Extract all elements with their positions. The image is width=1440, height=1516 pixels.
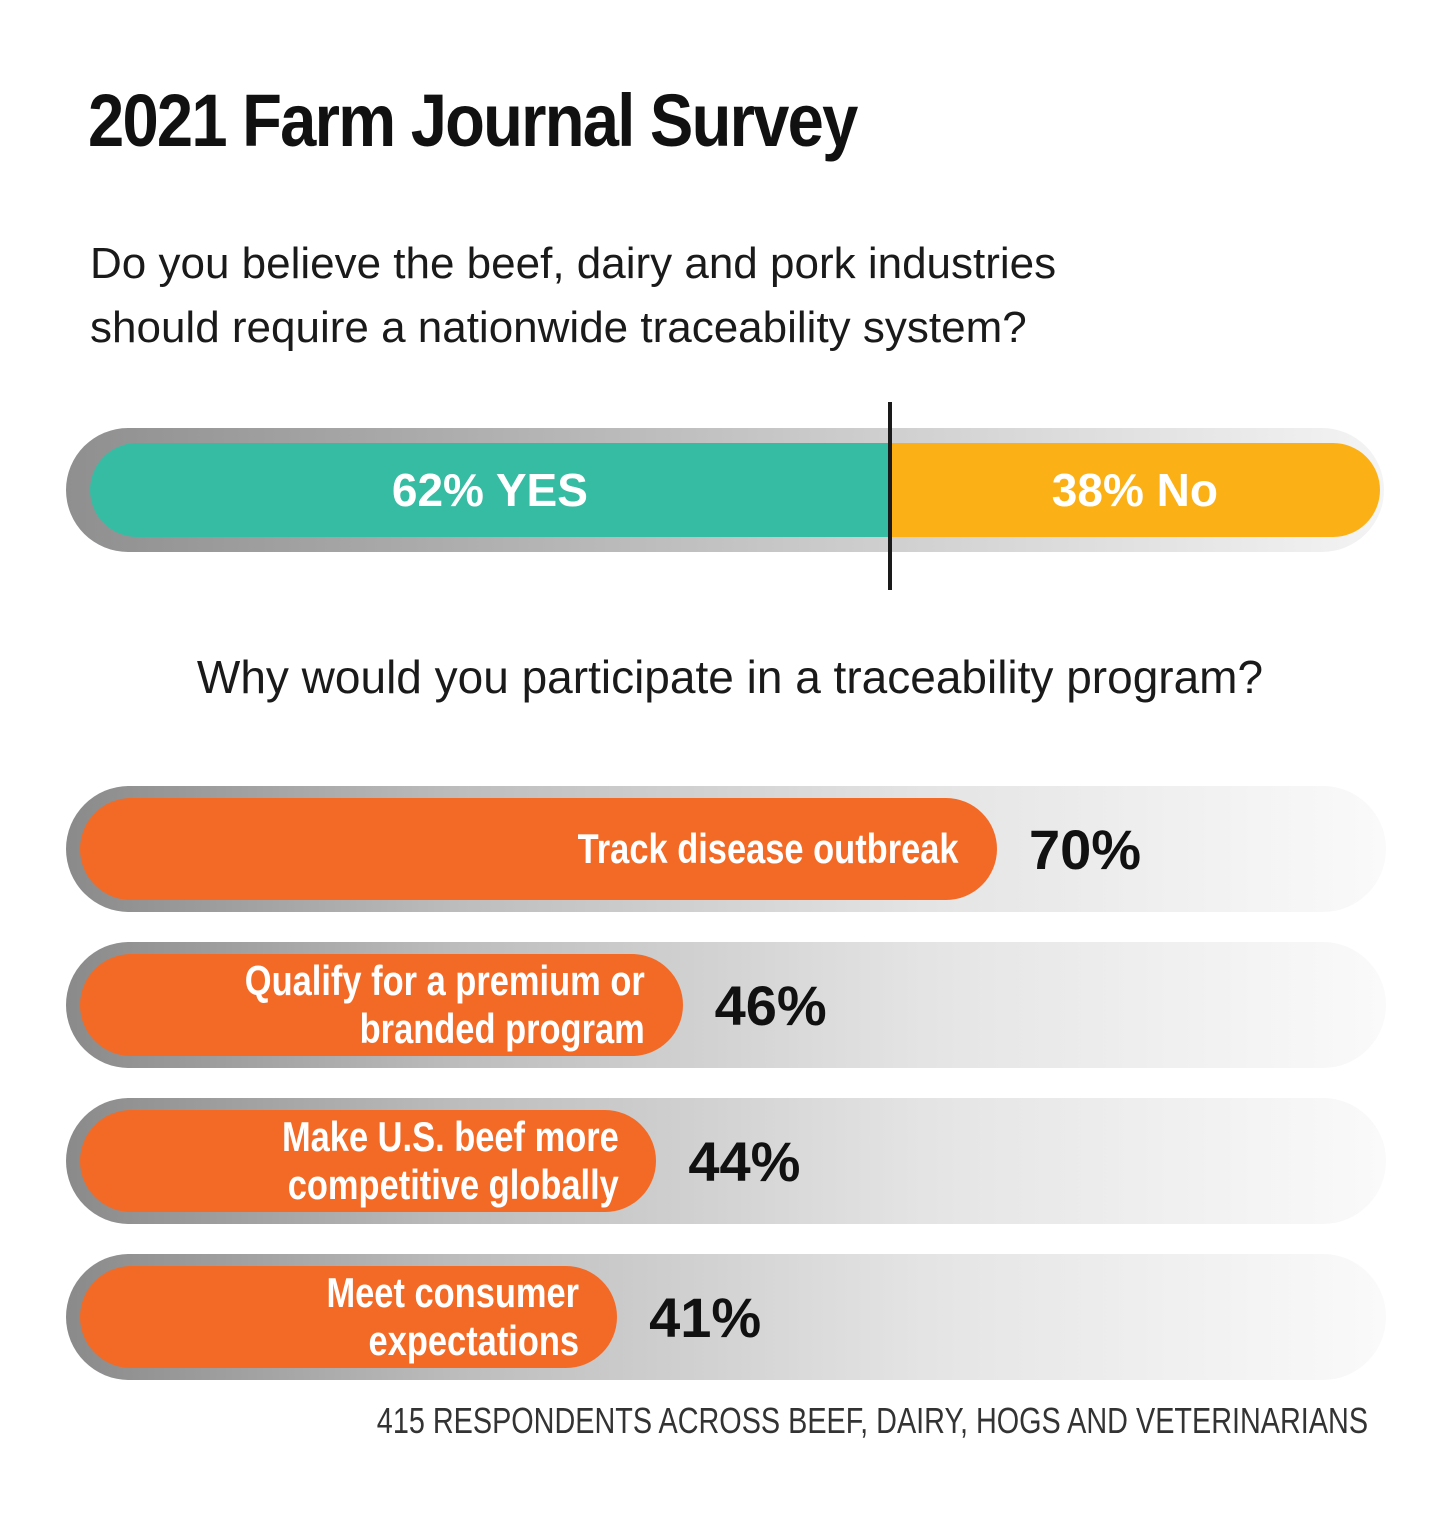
reason-bar-value: 41% <box>649 1285 762 1349</box>
yes-segment-label: 62% YES <box>391 464 588 516</box>
question-participation-reasons: Why would you participate in a traceabil… <box>196 651 1264 703</box>
question-line: Do you believe the beef, dairy and pork … <box>90 239 1057 288</box>
question-traceability-requirement: Do you believe the beef, dairy and pork … <box>90 232 1056 360</box>
question-line: should require a nationwide traceability… <box>90 303 1027 352</box>
reason-bar-label: Qualify for a premium or branded program <box>244 957 645 1052</box>
reason-bar-value: 46% <box>714 973 827 1037</box>
reason-bar: Make U.S. beef more competitive globally <box>80 1110 657 1212</box>
reason-bar: Track disease outbreak <box>80 798 997 900</box>
reason-bar-value: 44% <box>688 1129 801 1193</box>
reason-bar: Qualify for a premium or branded program <box>80 954 683 1056</box>
reason-bar-label: Make U.S. beef more competitive globally <box>281 1113 619 1208</box>
chart-title: 2021 Farm Journal Survey <box>88 79 858 162</box>
no-segment-label: 38% No <box>1051 464 1218 516</box>
reason-bar: Meet consumer expectations <box>80 1266 618 1368</box>
reason-bar-row: Meet consumer expectations 41% <box>66 1254 1386 1380</box>
footnote: 415 RESPONDENTS ACROSS BEEF, DAIRY, HOGS… <box>376 1400 1368 1441</box>
yes-segment: 62% YES <box>90 443 890 537</box>
split-divider-line <box>887 402 892 590</box>
reason-bar-value: 70% <box>1029 817 1142 881</box>
reason-bar-label: Track disease outbreak <box>578 825 959 872</box>
reason-bar-row: Track disease outbreak 70% <box>66 786 1386 912</box>
reason-bar-row: Make U.S. beef more competitive globally… <box>66 1098 1386 1224</box>
no-segment: 38% No <box>889 443 1380 537</box>
reason-bar-label: Meet consumer expectations <box>326 1269 580 1364</box>
reason-bar-row: Qualify for a premium or branded program… <box>66 942 1386 1068</box>
